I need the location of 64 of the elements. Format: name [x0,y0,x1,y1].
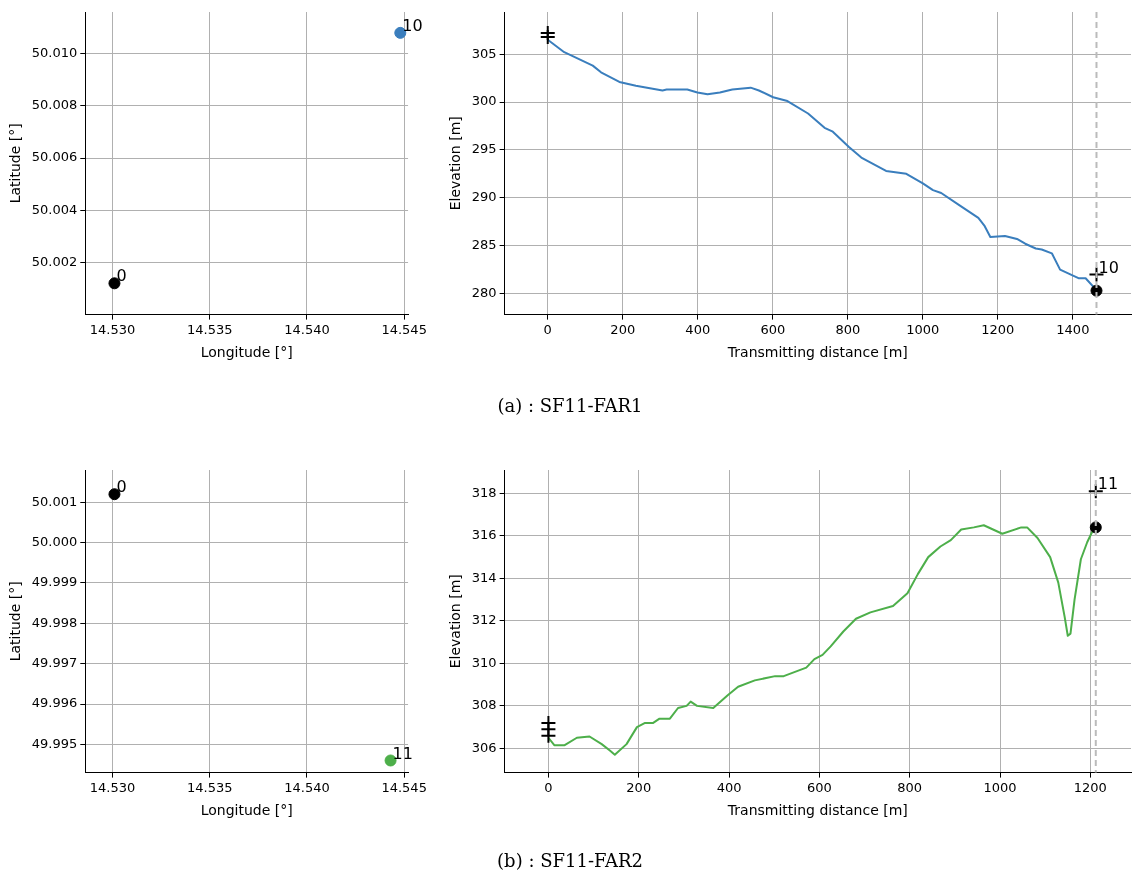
x-tick-label: 600 [806,779,832,795]
y-tick-label: 49.995 [31,735,78,751]
x-tick-label: 14.530 [89,321,136,337]
y-tick-label: 318 [471,484,497,500]
y-tick-label: 50.001 [31,493,78,509]
x-tick-label: 14.545 [381,779,427,795]
annotation: 10 [402,16,423,36]
text: (b) : SF11-FAR2 [496,850,644,871]
x-axis-title: Longitude [°] [200,802,293,819]
y-tick-label: 310 [471,654,497,670]
y-tick-label: 306 [471,739,497,755]
y-tick-label: 308 [471,697,497,713]
x-tick-label: 14.535 [186,779,233,795]
y-tick-label: 49.996 [31,695,78,711]
y-tick-label: 49.999 [31,574,78,590]
x-tick-label: 14.545 [381,321,427,337]
y-tick-label: 290 [471,189,497,205]
x-tick-label: 400 [685,321,711,337]
x-axis-title: Transmitting distance [m] [726,344,908,361]
y-axis-title: Elevation [m] [447,116,464,211]
y-axis-title: Latitude [°] [7,123,24,204]
y-tick-label: 50.004 [31,201,78,217]
y-tick-label: 285 [471,237,497,253]
y-tick-label: 312 [471,612,497,628]
x-tick-label: 14.535 [186,321,233,337]
x-tick-label: 200 [626,779,652,795]
y-tick-label: 295 [471,141,497,157]
x-tick-label: 1200 [1073,779,1107,795]
x-tick-label: 600 [760,321,786,337]
x-tick-label: 400 [716,779,742,795]
x-tick-label: 1400 [1056,321,1090,337]
x-tick-label: 1200 [981,321,1015,337]
x-axis-title: Longitude [°] [200,344,293,361]
y-tick-label: 50.006 [31,149,78,165]
x-tick-label: 800 [835,321,861,337]
y-axis-title: Latitude [°] [7,581,24,662]
y-tick-label: 305 [471,45,497,61]
x-tick-label: 800 [897,779,923,795]
x-axis-title: Transmitting distance [m] [726,802,908,819]
y-tick-label: 50.000 [31,534,78,549]
y-tick-label: 49.998 [31,614,78,630]
y-tick-label: 300 [471,93,497,109]
annotation: 11 [1097,474,1119,494]
x-tick-label: 1000 [906,321,940,337]
x-tick-label: 0 [544,779,553,795]
y-tick-label: 50.010 [31,45,78,61]
y-tick-label: 49.997 [31,655,78,671]
y-tick-label: 314 [471,569,497,585]
x-tick-label: 1000 [983,779,1017,795]
annotation: 11 [392,743,413,763]
y-tick-label: 316 [471,527,497,543]
x-tick-label: 14.540 [284,321,330,337]
annotation: 0 [116,266,127,286]
y-tick-label: 280 [471,284,497,300]
text: (a) : SF11-FAR1 [496,395,644,416]
x-tick-label: 14.530 [89,779,136,795]
y-tick-label: 50.002 [31,253,78,269]
y-axis-title: Elevation [m] [447,574,464,669]
x-tick-label: 14.540 [284,779,330,795]
annotation: 0 [116,477,127,497]
x-tick-label: 200 [610,321,636,337]
x-tick-label: 0 [543,321,552,337]
y-tick-label: 50.008 [31,97,78,113]
annotation: 10 [1098,257,1119,277]
